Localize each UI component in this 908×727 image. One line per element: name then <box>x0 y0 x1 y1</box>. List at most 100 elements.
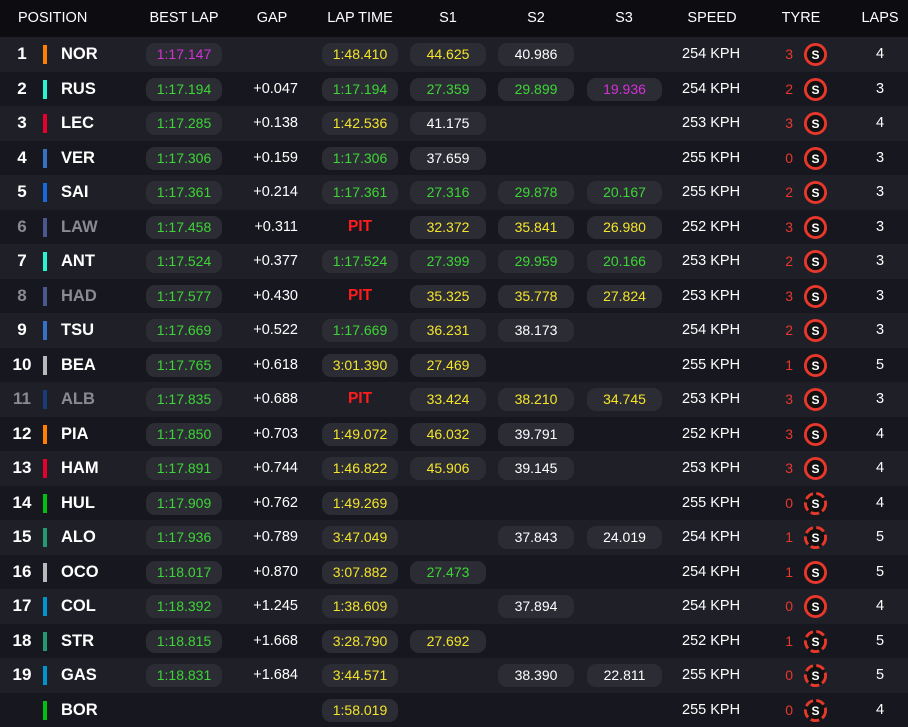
best-lap-time: 1:17.669 <box>146 319 222 342</box>
laps-completed: 3 <box>870 244 890 279</box>
speed-trap: 252 KPH <box>682 417 740 452</box>
laps-completed: 3 <box>870 313 890 348</box>
last-lap-time: 3:28.790 <box>322 630 398 653</box>
gap-to-leader: +0.688 <box>246 382 298 417</box>
last-lap-time: 1:46.822 <box>322 457 398 480</box>
laps-completed: 4 <box>870 693 890 727</box>
gap-to-leader: +0.789 <box>246 520 298 555</box>
column-header-gap[interactable]: GAP <box>257 0 288 37</box>
speed-trap: 255 KPH <box>682 658 740 693</box>
tyre-soft-new-icon: S <box>803 698 828 723</box>
sector-s1-time: 35.325 <box>410 285 486 308</box>
speed-trap: 255 KPH <box>682 486 740 521</box>
column-header-s3[interactable]: S3 <box>615 0 633 37</box>
sector-s2-time: 38.390 <box>498 664 574 687</box>
sector-s2-time: 29.959 <box>498 250 574 273</box>
driver-code: HAM <box>61 451 99 486</box>
last-lap-time: 1:38.609 <box>322 595 398 618</box>
driver-position: 12 <box>9 417 35 452</box>
team-color-bar <box>43 597 47 616</box>
column-header-s1[interactable]: S1 <box>439 0 457 37</box>
gap-to-leader: +0.762 <box>246 486 298 521</box>
speed-trap: 254 KPH <box>682 72 740 107</box>
driver-code: ANT <box>61 244 95 279</box>
driver-code: RUS <box>61 72 96 107</box>
column-header-tyre[interactable]: TYRE <box>782 0 821 37</box>
driver-position: 19 <box>9 658 35 693</box>
gap-to-leader: +1.245 <box>246 589 298 624</box>
team-color-bar <box>43 666 47 685</box>
tyre-age: 3 <box>781 382 793 417</box>
best-lap-time: 1:17.891 <box>146 457 222 480</box>
column-header-lap-time[interactable]: LAP TIME <box>327 0 393 37</box>
laps-completed: 5 <box>870 658 890 693</box>
best-lap-time: 1:17.306 <box>146 147 222 170</box>
tyre-age: 2 <box>781 175 793 210</box>
team-color-bar <box>43 632 47 651</box>
driver-code: HUL <box>61 486 95 521</box>
tyre-age: 0 <box>781 486 793 521</box>
pit-status: PIT <box>322 210 398 245</box>
column-header-s2[interactable]: S2 <box>527 0 545 37</box>
sector-s2-time: 29.899 <box>498 78 574 101</box>
column-header-speed[interactable]: SPEED <box>687 0 736 37</box>
gap-to-leader: +0.138 <box>246 106 298 141</box>
best-lap-time: 1:17.285 <box>146 112 222 135</box>
tyre-soft-icon: S <box>803 180 828 205</box>
gap-to-leader: +1.684 <box>246 658 298 693</box>
team-color-bar <box>43 390 47 409</box>
tyre-age: 1 <box>781 555 793 590</box>
column-header-best-lap[interactable]: BEST LAP <box>149 0 218 37</box>
driver-position: 18 <box>9 624 35 659</box>
tyre-compound-label: S <box>811 496 819 510</box>
tyre-compound-label: S <box>811 703 819 717</box>
tyre-soft-icon: S <box>803 249 828 274</box>
tyre-compound-label: S <box>811 427 819 441</box>
gap-to-leader: +0.377 <box>246 244 298 279</box>
driver-code: SAI <box>61 175 89 210</box>
last-lap-time: 1:17.524 <box>322 250 398 273</box>
tyre-compound-label: S <box>811 324 819 338</box>
tyre-compound-label: S <box>811 531 819 545</box>
last-lap-time: 1:17.361 <box>322 181 398 204</box>
column-header-position[interactable]: POSITION <box>18 0 87 37</box>
sector-s3-time: 22.811 <box>587 664 662 687</box>
speed-trap: 252 KPH <box>682 210 740 245</box>
sector-s1-time: 37.659 <box>410 147 486 170</box>
driver-code: OCO <box>61 555 99 590</box>
driver-position: 6 <box>9 210 35 245</box>
tyre-soft-icon: S <box>803 594 828 619</box>
best-lap-time: 1:17.909 <box>146 492 222 515</box>
speed-trap: 253 KPH <box>682 244 740 279</box>
gap-to-leader: +0.744 <box>246 451 298 486</box>
best-lap-time: 1:17.850 <box>146 423 222 446</box>
column-header-laps[interactable]: LAPS <box>861 0 898 37</box>
laps-completed: 5 <box>870 555 890 590</box>
driver-code: GAS <box>61 658 97 693</box>
driver-position: 14 <box>9 486 35 521</box>
best-lap-time: 1:17.765 <box>146 354 222 377</box>
laps-completed: 3 <box>870 72 890 107</box>
tyre-compound-label: S <box>811 462 819 476</box>
driver-code: NOR <box>61 37 98 72</box>
